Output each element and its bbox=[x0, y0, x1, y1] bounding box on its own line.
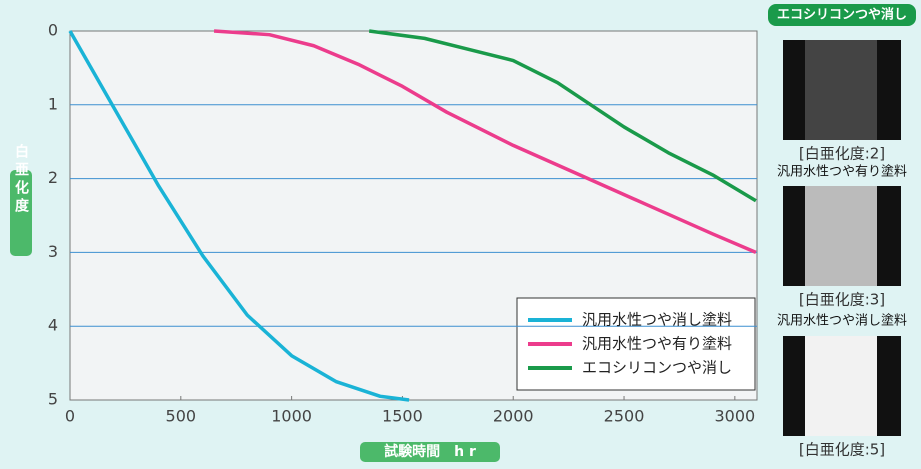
x-label: 試験時間 h r bbox=[384, 443, 476, 460]
legend-label: 汎用水性つや消し塗料 bbox=[582, 311, 732, 329]
sample-image-center bbox=[805, 40, 877, 140]
caption: 汎用水性つや有り塗料 bbox=[777, 164, 907, 180]
y-tick-label: 1 bbox=[48, 94, 58, 113]
y-tick-label: 0 bbox=[48, 21, 58, 40]
x-tick-label: 3000 bbox=[714, 407, 755, 426]
caption: [白亜化度:3] bbox=[799, 291, 885, 309]
legend-label: エコシリコンつや消し bbox=[582, 359, 732, 377]
x-tick-label: 1500 bbox=[382, 407, 423, 426]
sample-image-center bbox=[805, 336, 877, 436]
y-tick-label: 3 bbox=[48, 242, 58, 261]
y-label: 白亜化度 bbox=[13, 143, 29, 216]
caption: [白亜化度:2] bbox=[799, 145, 885, 163]
x-tick-label: 500 bbox=[166, 407, 197, 426]
legend-label: 汎用水性つや有り塗料 bbox=[582, 335, 732, 353]
sample-image-center bbox=[805, 186, 877, 286]
panel-title: エコシリコンつや消し bbox=[777, 7, 907, 23]
y-tick-label: 2 bbox=[48, 168, 58, 187]
chart: 白亜化度 試験時間 h r エコシリコンつや消し [白亜化度:2] 汎用水性つや… bbox=[0, 0, 921, 465]
caption: [白亜化度:5] bbox=[799, 441, 885, 459]
x-tick-label: 1000 bbox=[271, 407, 312, 426]
caption: 汎用水性つや消し塗料 bbox=[777, 313, 907, 329]
y-tick-label: 4 bbox=[48, 316, 58, 335]
x-tick-label: 2500 bbox=[604, 407, 645, 426]
sample-images bbox=[783, 40, 901, 436]
y-label-group: 白亜化度 bbox=[13, 143, 29, 216]
x-tick-label: 2000 bbox=[493, 407, 534, 426]
y-tick-label: 5 bbox=[48, 390, 58, 409]
x-tick-label: 0 bbox=[65, 407, 75, 426]
